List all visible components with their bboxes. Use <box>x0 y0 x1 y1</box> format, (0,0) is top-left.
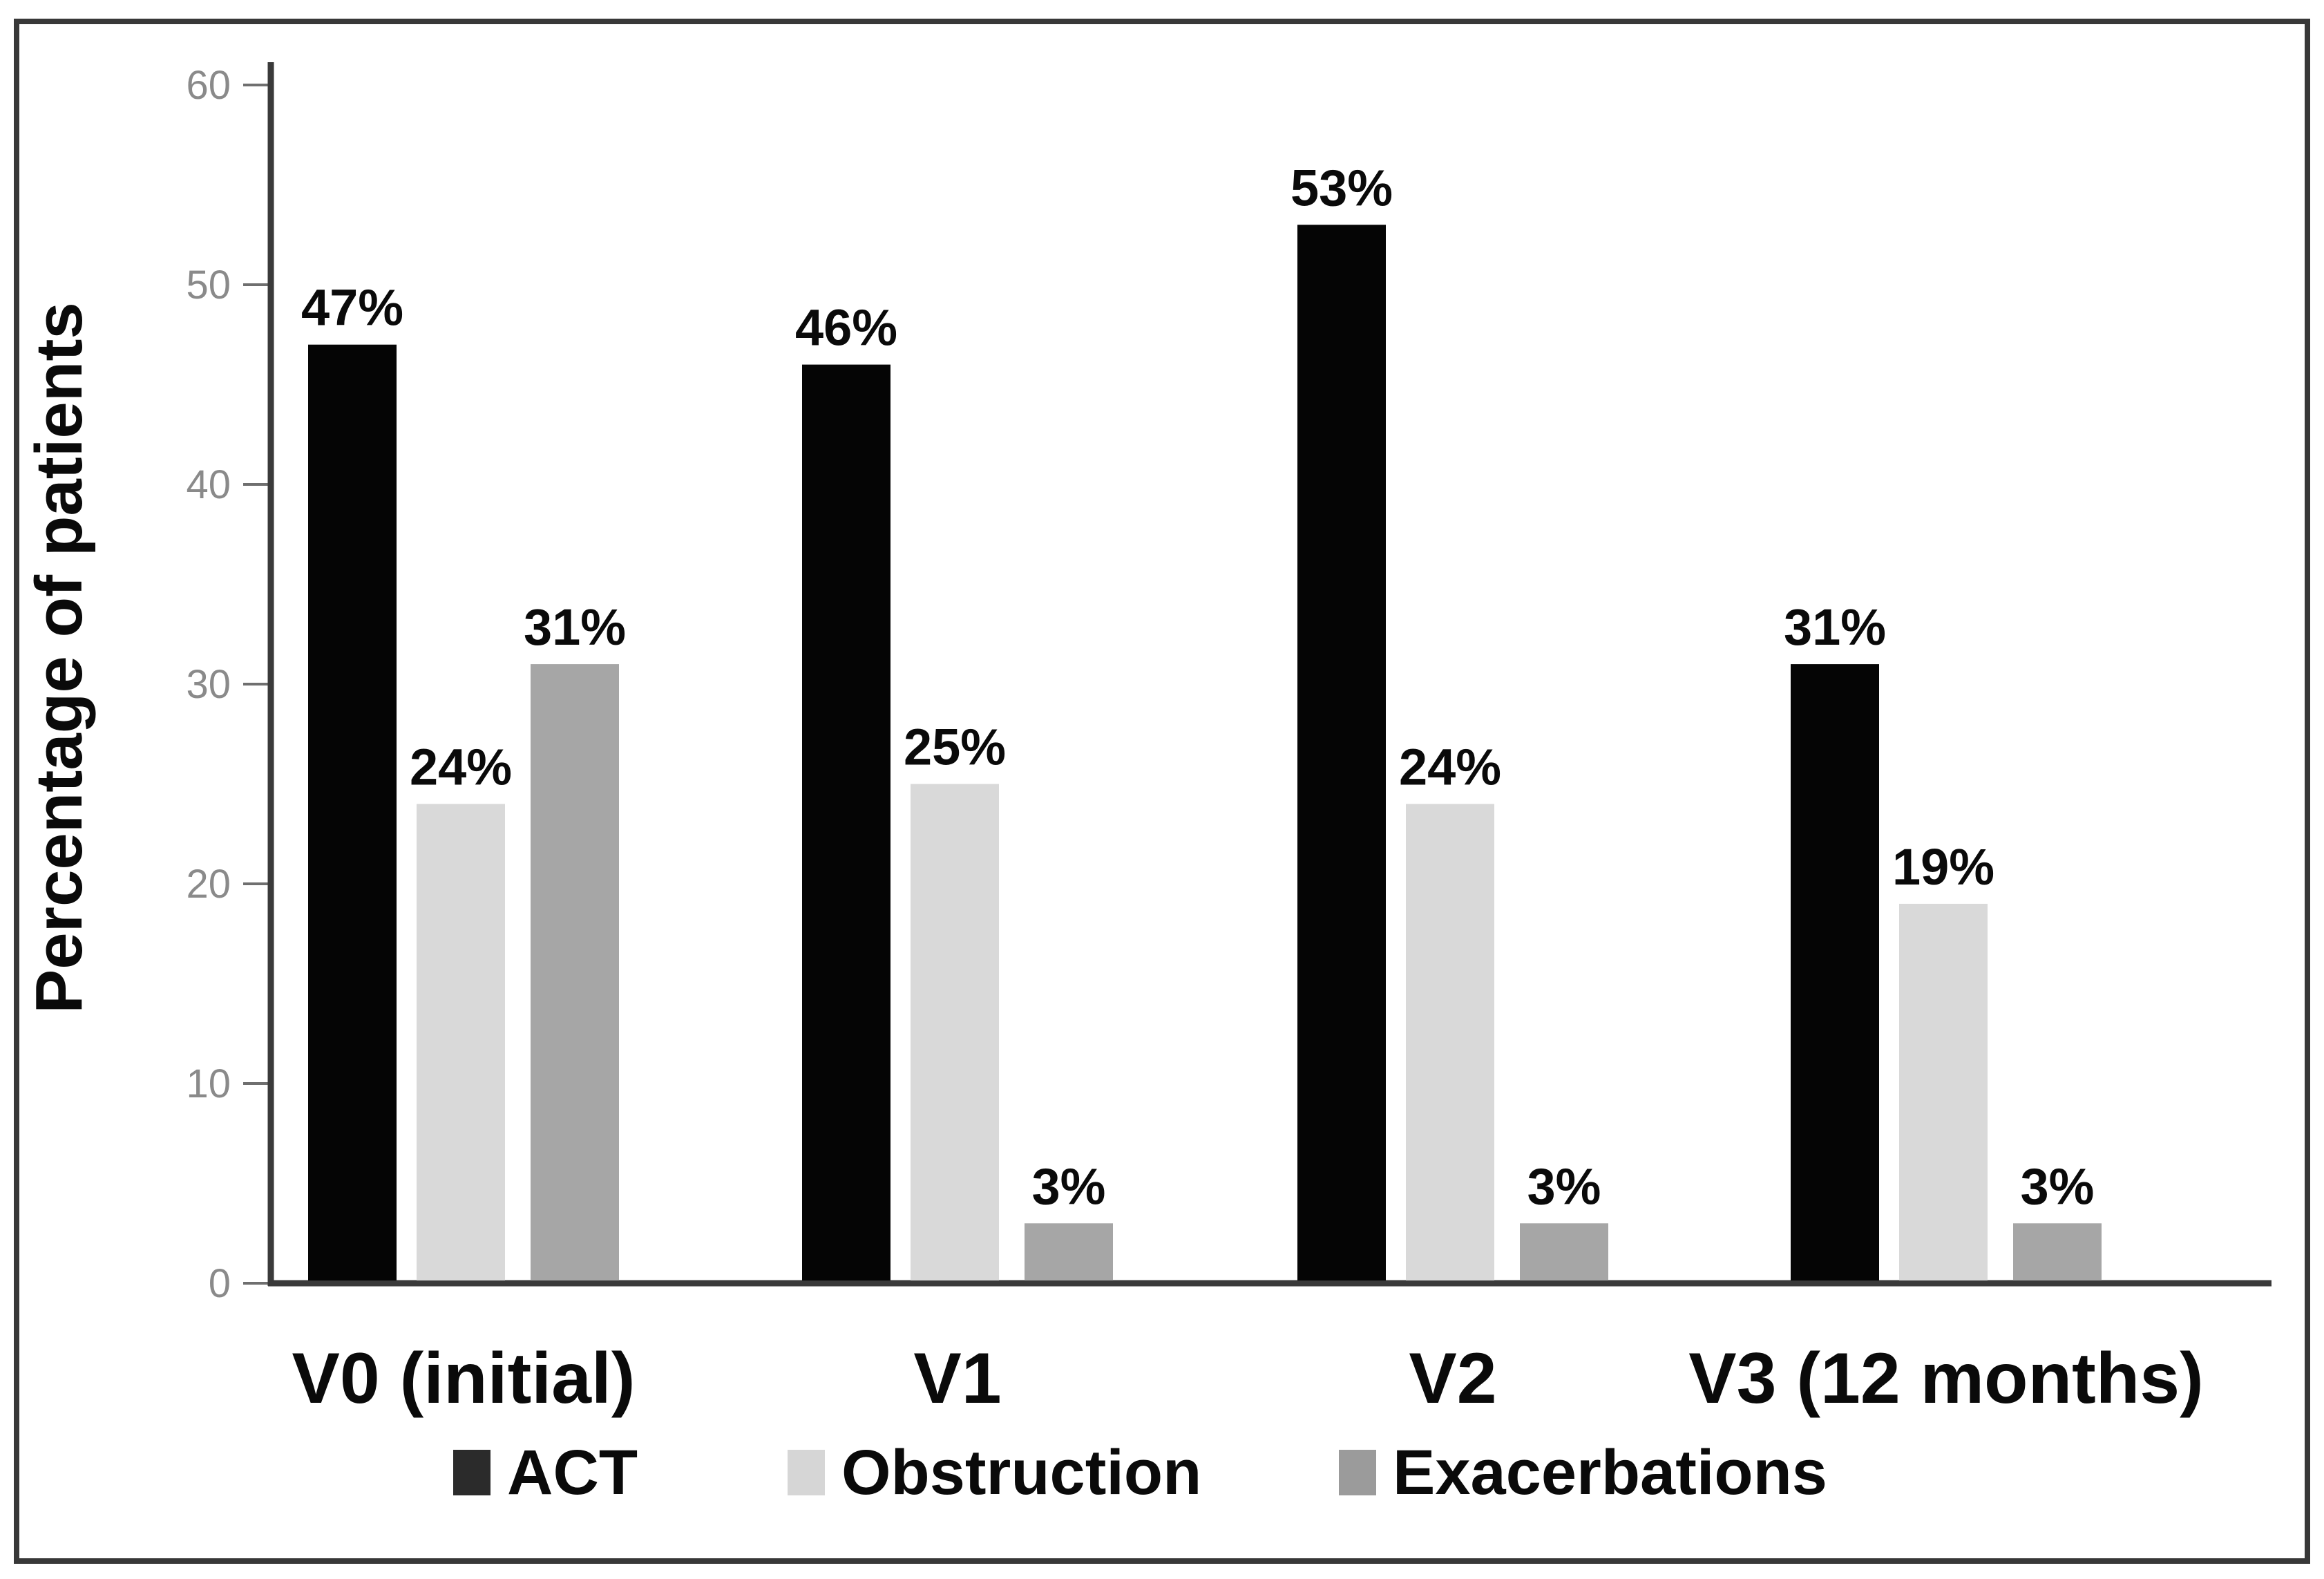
x-category-label: V2 <box>1409 1339 1496 1419</box>
bar-value-label: 24% <box>410 738 512 795</box>
legend-swatch-exacerbations <box>1339 1450 1376 1495</box>
legend-label-obstruction: Obstruction <box>841 1437 1201 1508</box>
bar-obstruction-3 <box>1899 903 1988 1280</box>
bar-obstruction-1 <box>911 784 999 1280</box>
bar-value-label: 25% <box>904 719 1006 776</box>
bar-value-label: 47% <box>301 279 403 337</box>
y-tick-label: 20 <box>186 862 231 907</box>
bar-act-3 <box>1791 664 1879 1280</box>
legend-label-act: ACT <box>507 1437 638 1508</box>
bar-value-label: 31% <box>1784 598 1886 656</box>
legend: ACT Obstruction Exacerbations <box>453 1437 1827 1508</box>
bar-obstruction-2 <box>1406 804 1494 1280</box>
legend-label-exacerbations: Exacerbations <box>1393 1437 1827 1508</box>
plot-area: 0 10 20 30 40 50 60 47% 24% 31% V0 (initial) 46% 25%… <box>186 62 2271 1419</box>
bar-value-label: 24% <box>1399 738 1501 795</box>
bar-act-2 <box>1297 225 1386 1280</box>
bar-exacerbations-3 <box>2013 1223 2102 1280</box>
x-category-label: V3 (12 months) <box>1688 1339 2203 1419</box>
bar-value-label: 3% <box>1527 1157 1601 1215</box>
bar-value-label: 3% <box>1032 1157 1106 1215</box>
y-tick-label: 0 <box>209 1261 231 1306</box>
legend-swatch-act <box>453 1450 490 1495</box>
bar-value-label: 31% <box>524 598 626 656</box>
bar-obstruction-0 <box>417 804 505 1280</box>
bar-value-label: 19% <box>1892 838 1994 896</box>
y-tick-label: 10 <box>186 1061 231 1106</box>
bar-value-label: 46% <box>795 299 897 357</box>
bar-exacerbations-2 <box>1520 1223 1608 1280</box>
y-tick-label: 50 <box>186 263 231 308</box>
bar-value-label: 53% <box>1290 159 1393 216</box>
legend-swatch-obstruction <box>788 1450 825 1495</box>
y-tick-label: 60 <box>186 63 231 108</box>
y-tick-label: 30 <box>186 662 231 707</box>
bar-act-1 <box>802 364 890 1280</box>
bar-exacerbations-1 <box>1025 1223 1113 1280</box>
x-category-label: V1 <box>913 1339 1001 1419</box>
bar-exacerbations-0 <box>531 664 619 1280</box>
x-category-label: V0 (initial) <box>292 1339 636 1419</box>
y-tick-label: 40 <box>186 462 231 507</box>
bar-value-label: 3% <box>2021 1157 2095 1215</box>
bar-act-0 <box>308 344 397 1281</box>
figure-border <box>14 19 2310 1564</box>
y-axis-title: Percentage of patients <box>22 302 96 1014</box>
